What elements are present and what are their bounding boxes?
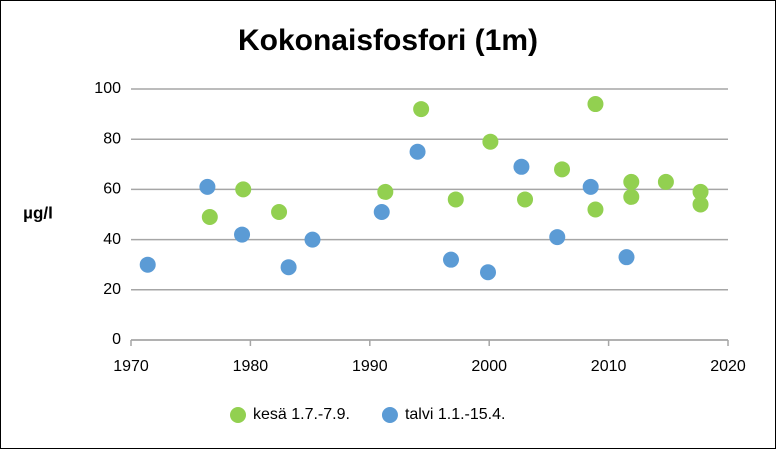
y-tick-label: 80	[103, 130, 121, 147]
point	[554, 161, 571, 178]
point	[377, 183, 394, 200]
legend-label: kesä 1.7.-7.9.	[253, 406, 350, 423]
point	[201, 209, 218, 226]
point	[692, 196, 709, 213]
legend-marker	[381, 407, 398, 423]
point	[549, 229, 566, 246]
point	[413, 101, 430, 118]
point	[199, 178, 216, 195]
point	[513, 158, 530, 175]
x-tick-label: 1970	[113, 358, 149, 375]
legend-marker	[230, 407, 246, 423]
y-tick-label: 40	[103, 231, 121, 248]
y-tick-label: 0	[112, 331, 121, 348]
point	[373, 203, 390, 220]
point	[482, 133, 499, 150]
point	[587, 96, 604, 113]
x-tick-label: 2020	[710, 358, 746, 375]
point	[582, 178, 599, 195]
y-axis-label: µg/l	[23, 203, 53, 222]
point	[623, 173, 640, 190]
chart-title: Kokonaisfosfori (1m)	[238, 24, 538, 57]
x-tick-label: 1980	[233, 358, 269, 375]
y-tick-label: 60	[103, 181, 121, 198]
point	[587, 201, 604, 218]
point	[447, 191, 464, 208]
point	[618, 249, 635, 266]
point	[139, 256, 156, 273]
point	[517, 191, 534, 208]
y-tick-label: 100	[94, 80, 121, 97]
point	[480, 264, 497, 281]
point	[409, 143, 426, 160]
x-tick-label: 2010	[591, 358, 627, 375]
x-tick-label: 1990	[352, 358, 388, 375]
y-tick-label: 20	[103, 281, 121, 298]
point	[235, 181, 252, 198]
point	[442, 251, 459, 268]
point	[304, 231, 321, 248]
x-tick-label: 2000	[471, 358, 507, 375]
point	[623, 188, 640, 205]
point	[280, 259, 297, 276]
point	[657, 173, 674, 190]
legend-label: talvi 1.1.-15.4.	[405, 406, 506, 423]
point	[271, 203, 288, 220]
point	[692, 183, 709, 200]
point	[234, 226, 251, 243]
